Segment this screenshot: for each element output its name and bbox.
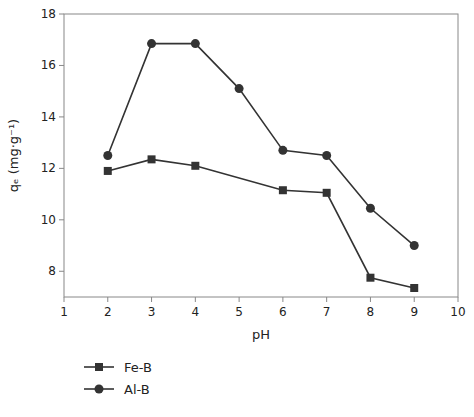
point [235,84,244,93]
point [103,151,112,160]
x-axis-label: pH [252,327,270,342]
point [279,186,287,194]
chart-container: 1234567891081012141618pHqₑ (mg·g⁻¹)Fe-BA… [0,0,474,417]
x-tick-label: 6 [279,305,287,319]
point [147,39,156,48]
chart: 1234567891081012141618pHqₑ (mg·g⁻¹)Fe-BA… [0,0,474,417]
series-line [108,159,414,288]
y-tick [59,168,64,169]
y-tick-label: 10 [41,213,56,227]
x-tick-label: 10 [450,305,465,319]
y-tick [59,116,64,117]
x-tick [151,297,152,302]
x-tick [107,297,108,302]
x-axis: 1 2 3 4 5 6 7 8 9 10 [60,297,465,319]
point [191,162,199,170]
legend-marker [95,385,104,394]
point [366,204,375,213]
legend-marker [95,363,103,371]
x-tick [414,297,415,302]
x-tick-label: 1 [60,305,68,319]
series [104,155,418,292]
plot-frame [64,14,458,297]
y-tick [59,271,64,272]
series [103,39,418,250]
x-tick-label: 5 [235,305,243,319]
y-tick [59,65,64,66]
x-tick [458,297,459,302]
y-tick-label: 8 [48,264,56,278]
y-tick [59,14,64,15]
plot-area [103,39,418,292]
x-tick-label: 9 [410,305,418,319]
y-tick-label: 16 [41,58,56,72]
point [410,284,418,292]
point [104,167,112,175]
x-tick [326,297,327,302]
y-tick-label: 18 [41,7,56,21]
legend-label: Al-B [124,382,150,397]
point [322,151,331,160]
legend-label: Fe-B [124,360,152,375]
x-tick-label: 7 [323,305,331,319]
point [410,241,419,250]
x-tick-label: 3 [148,305,156,319]
y-axis: 8 10 12 14 16 18 [41,7,64,278]
y-tick [59,219,64,220]
x-tick [64,297,65,302]
point [278,146,287,155]
x-tick [195,297,196,302]
point [191,39,200,48]
x-tick [239,297,240,302]
x-tick [370,297,371,302]
x-tick [282,297,283,302]
point [323,189,331,197]
x-tick-label: 4 [192,305,200,319]
point [366,274,374,282]
legend: Fe-B Al-B [84,360,152,397]
x-tick-label: 8 [367,305,375,319]
series-line [108,44,414,246]
x-tick-label: 2 [104,305,112,319]
y-tick-label: 12 [41,161,56,175]
y-tick-label: 14 [41,110,56,124]
y-axis-label: qₑ (mg·g⁻¹) [6,119,21,192]
point [148,155,156,163]
